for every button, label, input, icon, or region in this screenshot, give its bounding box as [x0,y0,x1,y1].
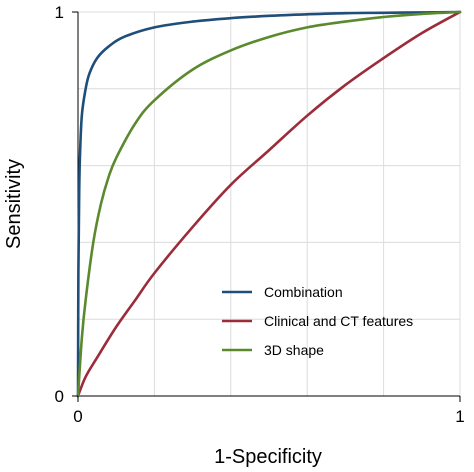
y-tick-label: 1 [55,3,64,22]
x-axis-title: 1-Specificity [214,446,322,468]
legend-label: Clinical and CT features [264,313,413,329]
tick-labels: 0 1 0 1 [55,3,465,426]
y-axis-title: Sensitivity [3,159,25,249]
legend-label: Combination [264,284,343,300]
series-lines [76,10,462,398]
y-tick-label: 0 [55,387,64,406]
x-tick-label: 1 [455,407,464,426]
legend: Combination Clinical and CT features 3D sh… [222,284,413,358]
series-line-combination [76,10,462,398]
series-line-clinical-and-ct-features [76,10,462,398]
x-tick-label: 0 [73,407,82,426]
series-line-3d-shape [76,10,462,398]
legend-label: 3D shape [264,342,324,358]
